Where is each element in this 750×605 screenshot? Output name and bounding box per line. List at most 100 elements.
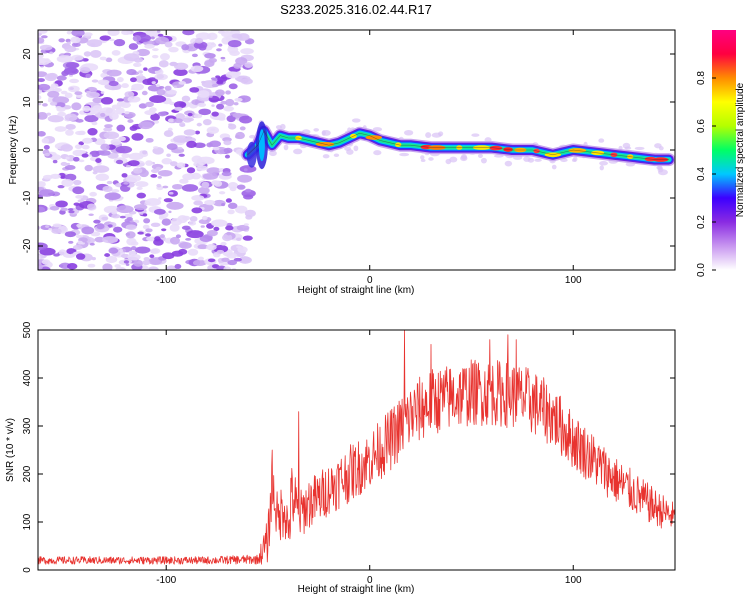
noise-blob [100, 97, 114, 105]
noise-blob [182, 30, 195, 36]
noise-blob [233, 62, 242, 69]
noise-blob [198, 108, 212, 116]
noise-blob [56, 107, 66, 112]
noise-blob [218, 191, 226, 195]
track-center [247, 130, 669, 160]
noise-blob [104, 253, 111, 257]
noise-blob [75, 194, 84, 199]
noise-blob [75, 94, 83, 99]
noise-blob [134, 246, 151, 254]
noise-blob [38, 78, 45, 83]
noise-blob [225, 71, 240, 79]
noise-blob [202, 172, 219, 180]
noise-blob [146, 236, 157, 242]
noise-blob [80, 66, 91, 74]
y-tick-label: 300 [22, 417, 33, 434]
noise-blob [93, 219, 101, 224]
noise-blob [239, 126, 246, 131]
noise-blob [226, 231, 232, 236]
noise-blob [138, 70, 143, 74]
noise-blob [162, 185, 169, 189]
noise-blob [156, 88, 166, 96]
noise-blob [225, 198, 232, 203]
y-tick-label: -20 [22, 238, 33, 253]
y-tick-label: -10 [22, 190, 33, 205]
noise-blob [218, 43, 223, 47]
figure-title: S233.2025.316.02.44.R17 [280, 2, 432, 17]
noise-blob [71, 42, 81, 47]
noise-blob [169, 161, 178, 167]
noise-blob [167, 118, 175, 123]
noise-blob [72, 115, 77, 118]
noise-blob [127, 253, 141, 261]
snr-series-line [38, 330, 675, 565]
leak-blob [346, 149, 354, 155]
noise-blob [133, 57, 144, 63]
leak-blob [598, 138, 605, 143]
noise-blob [100, 91, 105, 94]
noise-blob [227, 45, 239, 54]
noise-blob [174, 106, 183, 111]
snr-x-ticks: -100 0 100 [156, 330, 582, 586]
noise-blob [99, 81, 109, 86]
leak-blob [353, 145, 359, 152]
noise-blob [228, 83, 238, 90]
noise-blob [123, 260, 130, 264]
burst-core [258, 129, 265, 162]
noise-blob [242, 194, 254, 200]
noise-blob [43, 144, 50, 150]
noise-blob [81, 144, 90, 150]
spectrogram-x-axis-label: Height of straight line (km) [298, 285, 415, 296]
noise-blob [195, 37, 204, 44]
x-tick-label: 0 [367, 575, 373, 586]
noise-blob [42, 103, 48, 107]
noise-blob [72, 149, 85, 157]
noise-blob [191, 53, 198, 58]
noise-blob [125, 263, 130, 266]
noise-blob [94, 236, 105, 243]
noise-blob [173, 118, 183, 124]
x-tick-label: -100 [156, 575, 176, 586]
noise-blob [157, 111, 167, 117]
noise-blob [121, 173, 128, 178]
noise-blob [38, 71, 48, 78]
noise-blob [128, 43, 139, 50]
noise-blob [210, 77, 217, 80]
leak-blob [420, 155, 425, 160]
noise-blob [45, 225, 50, 228]
noise-blob [63, 67, 79, 75]
noise-blob [133, 259, 144, 267]
noise-blob [74, 91, 83, 96]
noise-blob [65, 62, 80, 69]
noise-blob [102, 185, 113, 192]
noise-blob [161, 228, 167, 232]
noise-blob [232, 112, 243, 118]
snr-y-axis-label: SNR (10 * v/v) [5, 418, 16, 482]
noise-blob [83, 32, 93, 37]
noise-blob [73, 202, 80, 206]
noise-blob [186, 140, 197, 149]
noise-blob [187, 248, 199, 256]
noise-blob [102, 263, 113, 270]
colorbar: 0.0 0.2 0.4 0.6 0.8 Normalized spectral ampl… [696, 30, 746, 277]
noise-blob [182, 173, 195, 180]
leak-blob [403, 129, 414, 136]
noise-blob [178, 241, 192, 249]
noise-blob [150, 248, 161, 254]
noise-blob [88, 213, 94, 217]
leak-blob [420, 159, 426, 163]
noise-blob [106, 69, 122, 77]
noise-blob [143, 257, 150, 261]
noise-blob [66, 263, 78, 270]
noise-blob [65, 129, 74, 136]
leak-blob [471, 133, 480, 137]
noise-blob [145, 101, 154, 108]
noise-blob [149, 95, 167, 104]
noise-blob [211, 180, 220, 186]
noise-blob [106, 180, 113, 185]
noise-blob [38, 37, 45, 44]
signal-track [241, 121, 675, 170]
noise-blob [136, 48, 150, 57]
leak-blob [493, 154, 504, 158]
noise-blob [179, 178, 189, 184]
